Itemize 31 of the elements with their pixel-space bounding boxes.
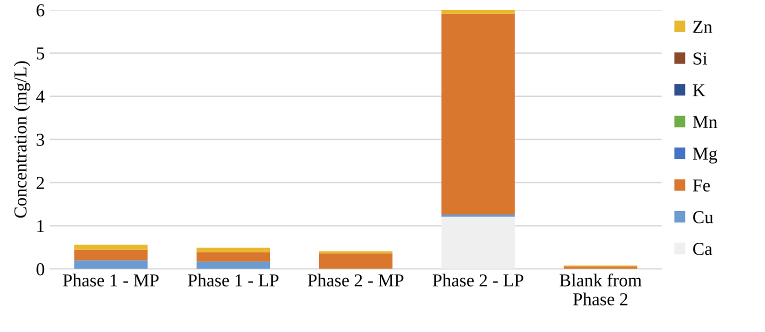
legend-label: Fe xyxy=(692,180,710,192)
x-tick-label: Phase 1 - MP xyxy=(63,274,159,286)
bar xyxy=(196,262,270,269)
y-axis-title: Concentration (mg/L) xyxy=(14,61,30,218)
bar xyxy=(196,252,270,262)
bar xyxy=(441,14,515,215)
bar xyxy=(74,250,148,260)
y-tick-label: 4 xyxy=(36,90,45,103)
legend-label: Mn xyxy=(692,116,718,128)
x-tick-label: Blank from Phase 2 xyxy=(560,274,642,306)
y-tick-label: 1 xyxy=(37,220,44,232)
legend-label: K xyxy=(692,84,706,96)
x-tick-label: Phase 1 - LP xyxy=(188,274,278,286)
y-tick-label: 5 xyxy=(36,48,44,60)
y-tick-label: 0 xyxy=(36,263,44,276)
bar xyxy=(441,216,515,269)
legend-label: Mg xyxy=(692,148,718,164)
x-tick-label: Phase 2 - LP xyxy=(432,274,524,286)
bar xyxy=(74,260,148,269)
legend-label: Ca xyxy=(693,242,712,256)
y-tick-label: 2 xyxy=(36,176,44,189)
bar xyxy=(196,248,270,252)
bar xyxy=(74,244,148,250)
x-tick-label: Phase 2 - MP xyxy=(308,274,404,286)
y-tick-label: 3 xyxy=(36,134,44,146)
bar xyxy=(319,253,392,269)
bar xyxy=(441,10,515,14)
legend-label: Cu xyxy=(693,211,714,224)
legend-label: Si xyxy=(694,52,708,65)
y-tick-label: 6 xyxy=(36,4,44,16)
legend-label: Zn xyxy=(693,20,712,33)
